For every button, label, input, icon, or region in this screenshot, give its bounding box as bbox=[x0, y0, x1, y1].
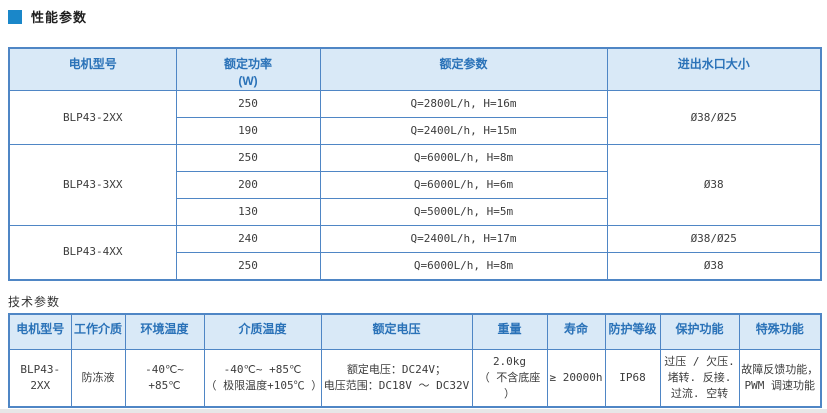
weight-line2: （ 不含底座 ） bbox=[478, 370, 541, 400]
header-lifespan: 寿命 bbox=[546, 313, 606, 350]
power-cell: 250 bbox=[175, 252, 321, 280]
header-rated-power-line2: (W) bbox=[238, 74, 258, 88]
header-port-size: 进出水口大小 bbox=[606, 47, 822, 91]
performance-section-title: 性能参数 bbox=[8, 7, 87, 26]
weight-line1: 2.0kg bbox=[492, 354, 527, 368]
power-cell: 190 bbox=[175, 117, 321, 145]
protection-rating-cell: IP68 bbox=[604, 348, 661, 408]
medium-temp-cell: -40℃~ +85℃ （ 极限温度+105℃ ） bbox=[203, 348, 323, 408]
params-cell: Q=6000L/h, H=8m bbox=[319, 144, 608, 172]
weight-cell: 2.0kg （ 不含底座 ） bbox=[471, 348, 548, 408]
table-row: BLP43-2XX 250 Q=2800L/h, H=16m Ø38/Ø25 bbox=[8, 90, 822, 145]
performance-title-text: 性能参数 bbox=[31, 10, 88, 25]
table-row: BLP43-3XX 250 Q=6000L/h, H=8m Ø38 bbox=[8, 144, 822, 226]
protection-line3: 过流. 空转 bbox=[670, 386, 729, 400]
voltage-cell: 额定电压：DC24V； 电压范围：DC18V ～ DC32V bbox=[320, 348, 473, 408]
table-row: 130 Q=5000L/h, H=5m bbox=[9, 198, 821, 226]
table-row: BLP43-2XX 防冻液 -40℃~ +85℃ -40℃~ +85℃ （ 极限… bbox=[8, 348, 822, 408]
params-cell: Q=5000L/h, H=5m bbox=[319, 198, 608, 226]
table-row: 250 Q=6000L/h, H=8m Ø38 bbox=[9, 252, 822, 280]
params-cell: Q=2400L/h, H=17m bbox=[319, 225, 608, 253]
model-cell: BLP43-3XX bbox=[8, 144, 177, 226]
header-working-medium: 工作介质 bbox=[70, 313, 126, 350]
port-cell: Ø38 bbox=[606, 144, 822, 226]
power-cell: 250 bbox=[175, 144, 321, 172]
page-bottom-edge bbox=[0, 409, 827, 413]
header-weight: 重量 bbox=[471, 313, 548, 350]
technical-table: 电机型号 工作介质 环境温度 介质温度 额定电压 重量 寿命 防护等级 保护功能… bbox=[8, 313, 822, 408]
voltage-line2: 电压范围：DC18V ～ DC32V bbox=[323, 378, 470, 392]
table-row: BLP43-4XX 240 Q=2400L/h, H=17m Ø38/Ø25 bbox=[8, 225, 822, 280]
performance-table: 电机型号 额定功率 (W) 额定参数 进出水口大小 BLP43-2XX 250 … bbox=[8, 47, 822, 281]
medium-cell: 防冻液 bbox=[70, 348, 126, 408]
header-protection-function: 保护功能 bbox=[659, 313, 740, 350]
special-line1: 故障反馈功能， bbox=[741, 362, 819, 376]
lifespan-cell: ≥ 20000h bbox=[546, 348, 606, 408]
table-row: 190 Q=2400L/h, H=15m bbox=[9, 117, 821, 145]
header-ambient-temp: 环境温度 bbox=[124, 313, 205, 350]
model-cell: BLP43-2XX bbox=[8, 90, 177, 145]
technical-section-title: 技术参数 bbox=[8, 295, 61, 309]
params-cell: Q=2400L/h, H=15m bbox=[319, 117, 608, 145]
protection-line2: 堵转. 反接. bbox=[667, 370, 732, 384]
medium-temp-line2: （ 极限温度+105℃ ） bbox=[205, 378, 323, 392]
header-medium-temp: 介质温度 bbox=[203, 313, 322, 350]
header-rated-power: 额定功率 (W) bbox=[175, 47, 321, 91]
header-rated-params: 额定参数 bbox=[319, 47, 608, 91]
header-protection-rating: 防护等级 bbox=[604, 313, 661, 350]
header-motor-model: 电机型号 bbox=[8, 47, 177, 91]
medium-temp-line1: -40℃~ +85℃ bbox=[223, 362, 302, 376]
voltage-line1: 额定电压：DC24V； bbox=[346, 362, 447, 376]
special-function-cell: 故障反馈功能， PWM 调速功能 bbox=[738, 348, 822, 408]
power-cell: 250 bbox=[175, 90, 321, 118]
header-rated-voltage: 额定电压 bbox=[320, 313, 473, 350]
performance-header-row: 电机型号 额定功率 (W) 额定参数 进出水口大小 bbox=[8, 47, 822, 91]
model-cell: BLP43-4XX bbox=[8, 225, 177, 280]
port-cell: Ø38/Ø25 bbox=[606, 225, 822, 253]
power-cell: 130 bbox=[175, 198, 321, 226]
protection-line1: 过压 / 欠压. bbox=[664, 354, 735, 368]
special-line2: PWM 调速功能 bbox=[744, 378, 816, 392]
section-bullet-icon bbox=[8, 9, 22, 24]
params-cell: Q=6000L/h, H=6m bbox=[319, 171, 608, 199]
header-rated-power-line1: 额定功率 bbox=[223, 57, 272, 71]
ambient-temp-cell: -40℃~ +85℃ bbox=[124, 348, 205, 408]
table-row: 200 Q=6000L/h, H=6m bbox=[9, 171, 821, 199]
header-motor-model: 电机型号 bbox=[8, 313, 72, 350]
power-cell: 200 bbox=[175, 171, 321, 199]
technical-header-row: 电机型号 工作介质 环境温度 介质温度 额定电压 重量 寿命 防护等级 保护功能… bbox=[8, 313, 822, 350]
header-special-function: 特殊功能 bbox=[738, 313, 822, 350]
port-cell: Ø38 bbox=[606, 252, 822, 280]
params-cell: Q=2800L/h, H=16m bbox=[319, 90, 608, 118]
port-cell: Ø38/Ø25 bbox=[606, 90, 822, 145]
power-cell: 240 bbox=[175, 225, 321, 253]
model-cell: BLP43-2XX bbox=[8, 348, 72, 408]
params-cell: Q=6000L/h, H=8m bbox=[319, 252, 608, 280]
protection-function-cell: 过压 / 欠压. 堵转. 反接. 过流. 空转 bbox=[659, 348, 740, 408]
